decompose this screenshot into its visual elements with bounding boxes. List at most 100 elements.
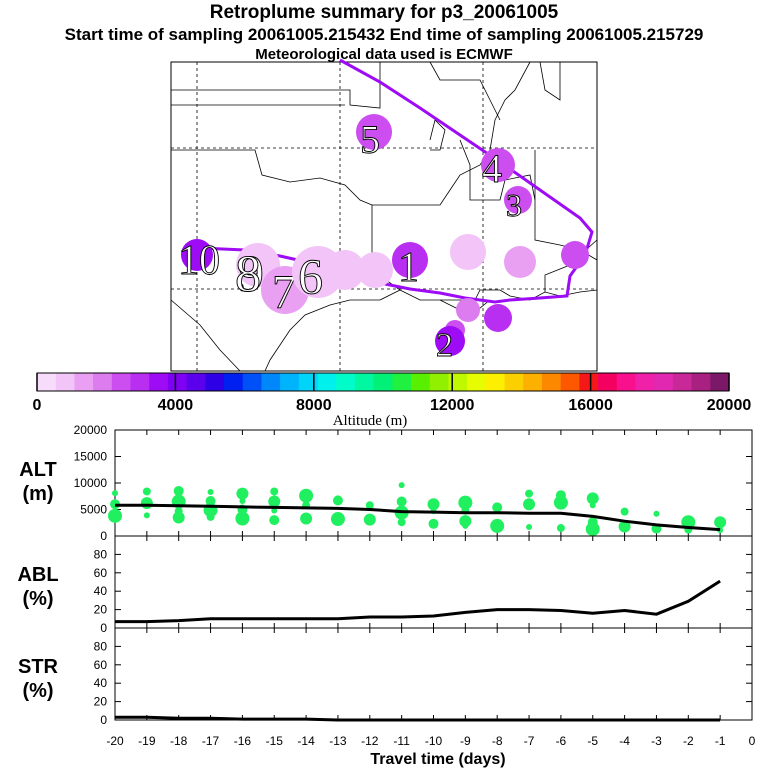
day-label-3: 3	[506, 187, 522, 223]
x-tick-label: -9	[460, 734, 471, 748]
altitude-point	[365, 501, 374, 510]
x-tick-label: -12	[361, 734, 379, 748]
colorbar-tick-label: 16000	[568, 397, 613, 414]
altitude-point	[235, 511, 250, 526]
x-tick-label: -11	[393, 734, 410, 748]
x-tick-label: -14	[297, 734, 315, 748]
map-markers: 10 98 7 6 5 43 21	[178, 114, 589, 364]
altitude-point	[620, 507, 629, 516]
y-tick-label: 60	[94, 658, 108, 672]
altitude-point	[112, 490, 118, 497]
plume-circle-day-2	[435, 326, 465, 356]
panel-abl: 80 60 40 20 0 ABL(%)	[17, 535, 753, 635]
altitude-point	[556, 524, 565, 533]
colorbar-swatch	[579, 373, 599, 391]
colorbar-swatch	[691, 373, 711, 391]
day-label-1: 1	[398, 245, 419, 291]
panel-frame	[114, 627, 753, 721]
y-tick-label: 0	[100, 621, 107, 635]
panel-label: ALT	[19, 459, 56, 481]
day-label-6: 6	[298, 248, 323, 304]
y-tick-label: 80	[94, 547, 108, 561]
x-tick-label: -5	[587, 734, 598, 748]
series-line-alt	[115, 503, 721, 532]
day-label-8: 8	[235, 246, 261, 303]
colorbar-swatch	[635, 373, 655, 391]
colorbar-swatch	[261, 373, 281, 391]
plume-circle	[504, 246, 536, 278]
y-tick-label: 20	[94, 603, 108, 617]
colorbar-label: Altitude (m)	[333, 413, 408, 429]
altitude-point	[269, 515, 280, 526]
series-line-str	[115, 715, 721, 722]
panel-unit: (%)	[22, 680, 53, 702]
colorbar-swatch	[560, 373, 580, 391]
colorbar-swatch	[317, 373, 337, 391]
y-tick-label: 5000	[80, 503, 107, 517]
altitude-point	[142, 487, 151, 496]
plume-circle-day-6	[292, 246, 344, 298]
time-series-panels: 20000150001000050000ALT(m)806040200ABL(%…	[17, 423, 753, 727]
x-tick-label: 0	[749, 734, 756, 748]
day-label-2: 2	[436, 327, 453, 364]
day-label-7: 7	[272, 266, 296, 319]
altitude-point	[714, 516, 727, 529]
altitude-point	[553, 495, 568, 510]
colorbar-tick-label: 12000	[430, 397, 475, 414]
plume-circle	[484, 304, 512, 332]
colorbar-tick-label: 20000	[707, 397, 752, 414]
colorbar-swatch	[448, 373, 468, 391]
plume-circle	[561, 241, 589, 269]
colorbar-swatch	[598, 373, 618, 391]
colorbar-swatch	[485, 373, 506, 391]
x-tick-label: -6	[556, 734, 567, 748]
altitude-point	[108, 508, 122, 523]
colorbar-swatch	[654, 373, 674, 391]
x-tick-label: -1	[715, 734, 726, 748]
colorbar-swatch	[93, 373, 113, 391]
x-tick-label: -13	[329, 734, 347, 748]
altitude-point	[299, 488, 314, 503]
altitude-point	[589, 502, 596, 509]
altitude-point	[300, 512, 313, 525]
map-grid	[171, 62, 597, 371]
colorbar-swatch	[74, 373, 94, 391]
colorbar-swatch	[541, 373, 562, 391]
altitude-point	[172, 511, 185, 524]
map-frame	[170, 61, 598, 372]
colorbar-tick-label: 8000	[296, 397, 332, 414]
x-tick-label: -3	[651, 734, 662, 748]
y-tick-label: 80	[94, 639, 108, 653]
altitude-point	[653, 510, 660, 517]
altitude-point	[330, 512, 345, 527]
x-tick-label: -10	[425, 734, 443, 748]
x-tick-label: -19	[138, 734, 156, 748]
x-tick-label: -18	[170, 734, 188, 748]
y-tick-label: 40	[94, 584, 108, 598]
panel-label: ABL	[17, 564, 58, 586]
colorbar-swatch	[149, 373, 169, 391]
x-tick-label: -7	[524, 734, 535, 748]
x-axis-title: Travel time (days)	[370, 751, 505, 768]
altitude-point	[173, 485, 184, 496]
plume-circle-day-10	[181, 239, 213, 271]
altitude-point	[363, 513, 376, 526]
x-tick-label: -4	[619, 734, 630, 748]
altitude-point	[459, 515, 472, 528]
altitude-point	[427, 498, 440, 511]
y-tick-label: 40	[94, 676, 108, 690]
altitude-point	[397, 518, 406, 527]
altitude-point	[140, 497, 153, 510]
altitude-point	[236, 487, 249, 500]
altitude-point	[586, 492, 599, 505]
panel-unit: (m)	[22, 483, 53, 505]
colorbar-swatch	[467, 373, 487, 391]
colorbar-swatch	[130, 373, 150, 391]
plume-circle	[456, 298, 480, 322]
plume-circle	[357, 252, 393, 288]
altitude-point	[492, 502, 503, 513]
colorbar-swatch	[392, 373, 412, 391]
colorbar-swatch	[336, 373, 356, 391]
colorbar-swatch	[205, 373, 225, 391]
colorbar-swatch	[37, 373, 57, 391]
